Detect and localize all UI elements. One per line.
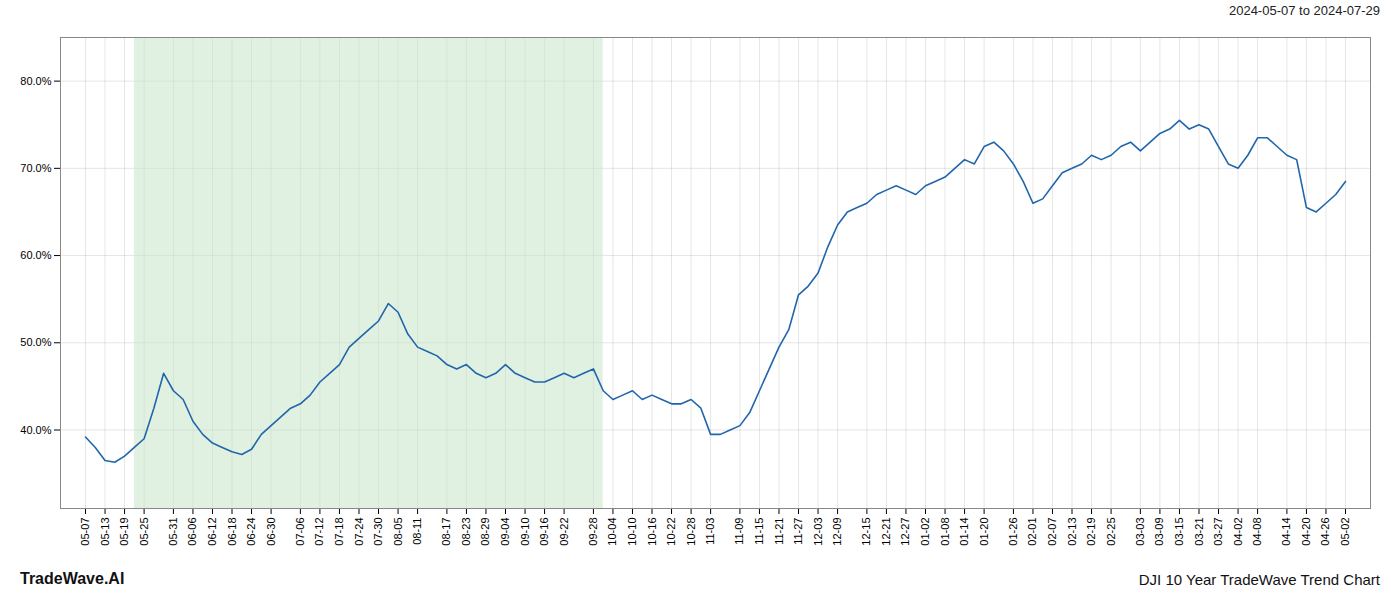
svg-text:01-02: 01-02 xyxy=(919,518,931,546)
svg-text:08-29: 08-29 xyxy=(479,518,491,546)
svg-text:04-14: 04-14 xyxy=(1280,518,1292,546)
svg-text:02-13: 02-13 xyxy=(1066,518,1078,546)
svg-text:06-06: 06-06 xyxy=(186,518,198,546)
svg-text:09-22: 09-22 xyxy=(558,518,570,546)
svg-text:10-22: 10-22 xyxy=(665,518,677,546)
svg-text:70.0%: 70.0% xyxy=(20,162,51,174)
svg-text:11-09: 11-09 xyxy=(733,518,745,545)
svg-text:03-27: 03-27 xyxy=(1212,518,1224,546)
svg-text:11-03: 11-03 xyxy=(704,518,716,545)
svg-text:07-24: 07-24 xyxy=(353,518,365,546)
svg-text:12-21: 12-21 xyxy=(880,518,892,546)
svg-text:09-16: 09-16 xyxy=(538,518,550,546)
svg-text:03-21: 03-21 xyxy=(1193,518,1205,546)
svg-text:07-18: 07-18 xyxy=(333,518,345,546)
svg-text:08-17: 08-17 xyxy=(440,518,452,546)
svg-text:12-15: 12-15 xyxy=(860,518,872,546)
svg-text:05-31: 05-31 xyxy=(167,518,179,546)
svg-text:08-23: 08-23 xyxy=(460,518,472,546)
svg-text:04-02: 04-02 xyxy=(1232,518,1244,546)
svg-text:03-09: 03-09 xyxy=(1153,518,1165,546)
html-text:2024-05-07 to 2024-07-29: 2024-05-07 to 2024-07-29 xyxy=(1228,3,1380,18)
svg-text:11-15: 11-15 xyxy=(753,518,765,545)
svg-text:80.0%: 80.0% xyxy=(20,75,51,87)
svg-text:60.0%: 60.0% xyxy=(20,249,51,261)
svg-text:07-06: 07-06 xyxy=(294,518,306,546)
svg-text:09-28: 09-28 xyxy=(587,518,599,546)
svg-text:01-14: 01-14 xyxy=(958,518,970,546)
svg-text:05-25: 05-25 xyxy=(138,518,150,546)
svg-text:10-16: 10-16 xyxy=(646,518,658,546)
svg-text:03-15: 03-15 xyxy=(1173,518,1185,546)
svg-text:02-07: 02-07 xyxy=(1046,518,1058,546)
svg-text:06-24: 06-24 xyxy=(245,518,257,546)
svg-text:04-20: 04-20 xyxy=(1300,518,1312,546)
svg-text:12-27: 12-27 xyxy=(899,518,911,546)
svg-text:01-20: 01-20 xyxy=(978,518,990,546)
svg-text:06-18: 06-18 xyxy=(226,518,238,546)
svg-text:10-28: 10-28 xyxy=(685,518,697,546)
svg-text:02-19: 02-19 xyxy=(1085,518,1097,546)
svg-text:05-02: 05-02 xyxy=(1339,518,1351,546)
svg-text:12-09: 12-09 xyxy=(831,518,843,546)
svg-text:07-12: 07-12 xyxy=(313,518,325,546)
svg-text:01-26: 01-26 xyxy=(1007,518,1019,546)
svg-text:10-10: 10-10 xyxy=(626,518,638,546)
svg-text:01-08: 01-08 xyxy=(939,518,951,546)
svg-text:08-11: 08-11 xyxy=(411,518,423,545)
svg-text:09-04: 09-04 xyxy=(499,518,511,546)
svg-text:06-12: 06-12 xyxy=(206,518,218,546)
svg-text:06-30: 06-30 xyxy=(265,518,277,546)
svg-text:05-13: 05-13 xyxy=(99,518,111,546)
svg-text:11-21: 11-21 xyxy=(773,518,785,545)
html-text:DJI 10 Year TradeWave Trend Ch: DJI 10 Year TradeWave Trend Chart xyxy=(1138,570,1380,588)
svg-text:04-26: 04-26 xyxy=(1319,518,1331,546)
svg-text:10-04: 10-04 xyxy=(606,518,618,546)
html-text:TradeWave.AI: TradeWave.AI xyxy=(20,570,125,587)
svg-text:02-01: 02-01 xyxy=(1026,518,1038,546)
svg-text:03-03: 03-03 xyxy=(1134,518,1146,546)
svg-text:40.0%: 40.0% xyxy=(20,424,51,436)
svg-text:04-08: 04-08 xyxy=(1251,518,1263,546)
svg-text:50.0%: 50.0% xyxy=(20,336,51,348)
svg-text:05-19: 05-19 xyxy=(118,518,130,546)
svg-text:09-10: 09-10 xyxy=(519,518,531,546)
svg-text:08-05: 08-05 xyxy=(392,518,404,546)
svg-text:05-07: 05-07 xyxy=(79,518,91,546)
svg-text:07-30: 07-30 xyxy=(372,518,384,546)
svg-text:12-03: 12-03 xyxy=(812,518,824,546)
svg-text:11-27: 11-27 xyxy=(792,518,804,545)
svg-text:02-25: 02-25 xyxy=(1105,518,1117,546)
